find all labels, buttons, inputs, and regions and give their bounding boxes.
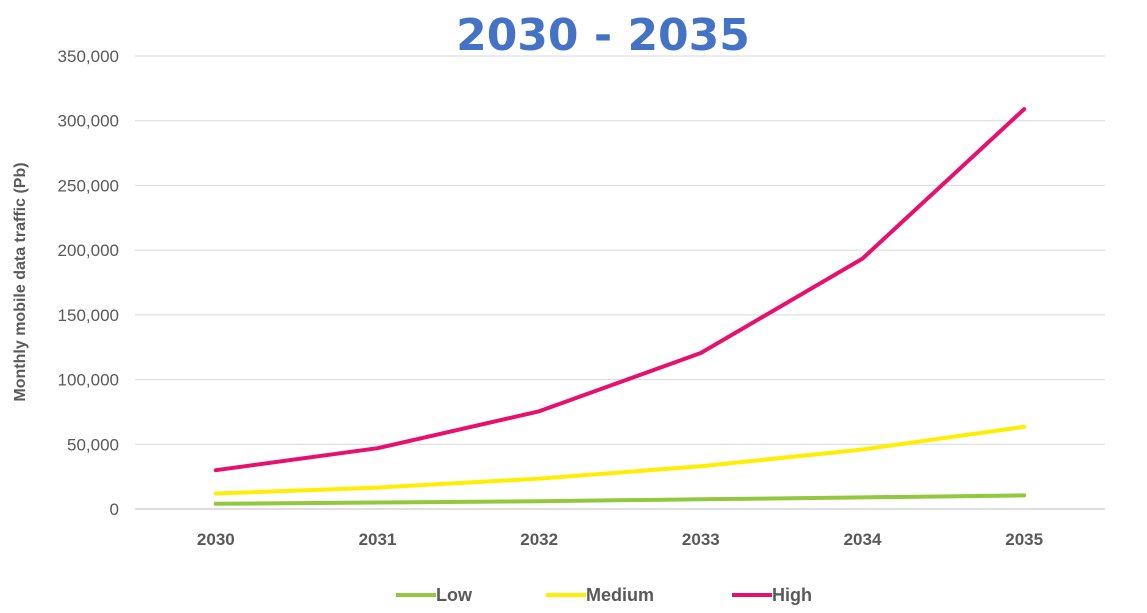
x-tick-label: 2034 [844,530,882,549]
legend-label-low: Low [436,585,473,605]
series-line-high [213,107,1027,473]
y-tick-label: 0 [110,500,119,519]
legend-label-high: High [772,585,812,605]
series-line-medium [213,424,1027,496]
y-tick-label: 100,000 [58,371,119,390]
y-axis-label: Monthly mobile data traffic (Pb) [12,162,29,401]
x-tick-label: 2033 [682,530,720,549]
series-lines [213,107,1027,506]
y-tick-label: 50,000 [67,435,119,454]
x-tick-label: 2032 [520,530,558,549]
x-axis-ticks: 2030 2031 2032 2033 2034 2035 [197,530,1043,549]
y-tick-label: 350,000 [58,47,119,66]
y-tick-label: 200,000 [58,241,119,260]
y-axis-ticks: 0 50,000 100,000 150,000 200,000 250,000 300,0… [58,47,119,519]
y-tick-label: 250,000 [58,176,119,195]
x-tick-label: 2030 [197,530,235,549]
y-tick-label: 300,000 [58,112,119,131]
x-tick-label: 2031 [359,530,397,549]
legend-label-medium: Medium [586,585,654,605]
gridlines [135,55,1105,510]
legend: Low Medium High [396,585,812,605]
series-line-low [213,493,1027,506]
chart-title: 2030 - 2035 [456,10,750,61]
y-tick-label: 150,000 [58,306,119,325]
x-tick-label: 2035 [1005,530,1043,549]
